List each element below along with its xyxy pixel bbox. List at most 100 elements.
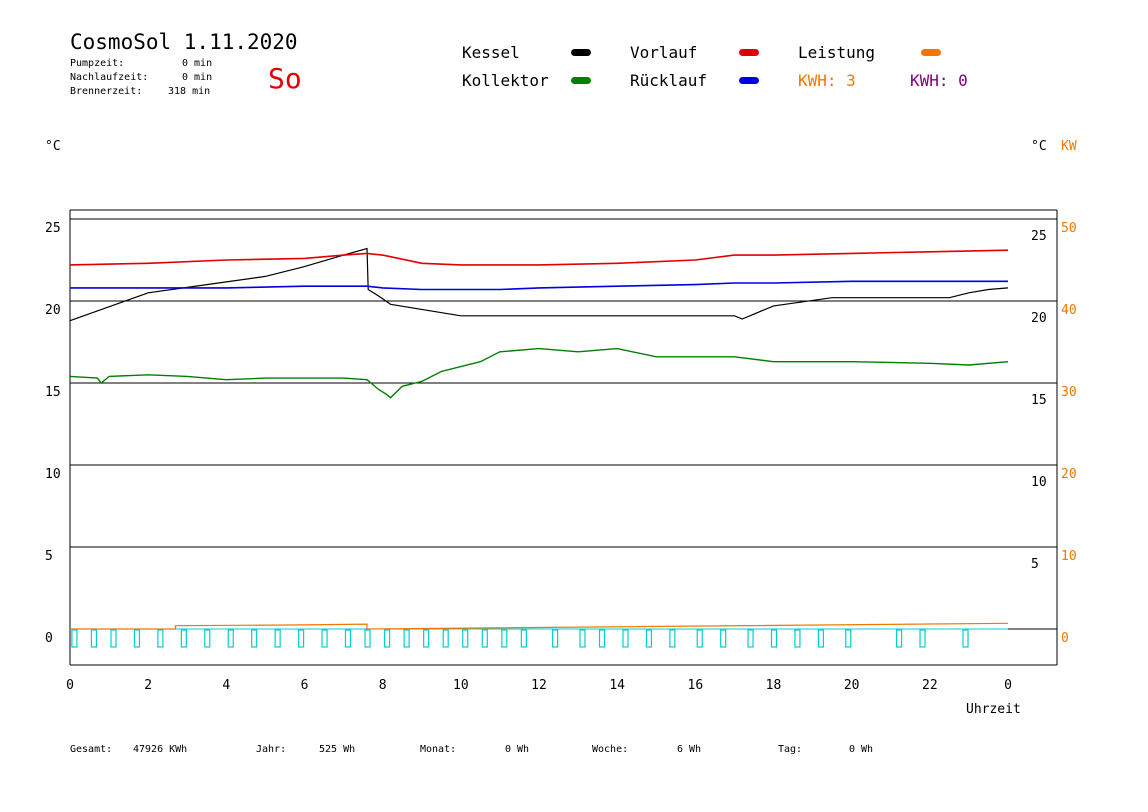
- pump-pulse: [383, 629, 391, 648]
- x-tick-label: 6: [301, 678, 309, 693]
- x-tick-label: 0: [66, 678, 74, 693]
- footer-jahr-label: Jahr:: [256, 744, 287, 755]
- y-kw-tick-label: 30: [1061, 385, 1077, 400]
- pump-pulse: [133, 629, 141, 648]
- pump-pulse: [110, 629, 117, 648]
- footer-monat-label: Monat:: [420, 744, 457, 755]
- pump-pulse: [552, 629, 559, 648]
- pump-pulse: [364, 629, 371, 648]
- footer-tag-label: Tag:: [778, 744, 803, 755]
- x-tick-label: 10: [453, 678, 469, 693]
- legend-vorlauf-swatch: [739, 49, 759, 56]
- y-kw-tick-label: 10: [1061, 549, 1077, 564]
- footer-tag-value: 0 Wh: [849, 744, 874, 755]
- legend-kessel-swatch: [571, 49, 591, 56]
- legend-vorlauf: Vorlauf: [630, 43, 698, 62]
- pumpzeit-label: Pumpzeit:: [70, 58, 125, 69]
- y-left-tick-label: 20: [45, 303, 61, 318]
- brenner-label: Brennerzeit:: [70, 86, 143, 97]
- pump-pulse: [501, 629, 508, 648]
- brenner-value: 318 min: [168, 86, 211, 97]
- pump-pulse: [321, 629, 328, 648]
- legend-ruecklauf: Rücklauf: [630, 71, 708, 90]
- pump-pulse: [403, 629, 410, 648]
- y-left-tick-label: 15: [45, 385, 61, 400]
- y-left-tick-label: 10: [45, 467, 61, 482]
- y-kw-tick-label: 0: [1061, 631, 1069, 646]
- pump-pulse: [770, 629, 778, 648]
- footer-woche-label: Woche:: [592, 744, 629, 755]
- legend-kessel: Kessel: [462, 43, 520, 62]
- pump-pulse: [297, 629, 305, 648]
- x-tick-label: 14: [609, 678, 625, 693]
- series-kessel-line: [69, 247, 1009, 322]
- pump-pulse: [919, 629, 926, 648]
- y-right-tick-label: 5: [1031, 557, 1039, 572]
- pumpzeit-value: 0 min: [182, 58, 213, 69]
- pump-pulse: [423, 629, 430, 648]
- pump-pulse: [344, 629, 352, 648]
- x-tick-label: 2: [144, 678, 152, 693]
- pump-pulse: [251, 629, 258, 648]
- pump-pulse: [598, 629, 606, 648]
- pump-pulse: [895, 629, 903, 648]
- left-axis-unit: °C: [45, 139, 61, 154]
- pump-pulse: [90, 629, 98, 648]
- footer-woche-value: 6 Wh: [677, 744, 702, 755]
- x-tick-label: 22: [922, 678, 938, 693]
- x-tick-label: 18: [766, 678, 782, 693]
- series-ruecklauf-line: [70, 280, 1008, 291]
- chart-title: CosmoSol 1.11.2020: [70, 30, 298, 54]
- nachlauf-label: Nachlaufzeit:: [70, 72, 149, 83]
- y-right-tick-label: 10: [1031, 475, 1047, 490]
- pump-pulse: [669, 629, 676, 648]
- y-left-tick-label: 5: [45, 549, 53, 564]
- footer-jahr-value: 525 Wh: [319, 744, 356, 755]
- weekday-label: So: [268, 62, 302, 95]
- x-tick-label: 8: [379, 678, 387, 693]
- y-kw-tick-label: 50: [1061, 221, 1077, 236]
- legend-ruecklauf-swatch: [739, 77, 759, 84]
- pump-pulse: [204, 629, 211, 648]
- y-kw-tick-label: 40: [1061, 303, 1077, 318]
- x-tick-label: 4: [222, 678, 230, 693]
- pump-pulse: [157, 629, 164, 648]
- pump-pulse: [227, 629, 234, 648]
- footer-gesamt-label: Gesamt:: [70, 744, 113, 755]
- nachlauf-value: 0 min: [182, 72, 213, 83]
- pump-pulse: [845, 629, 852, 648]
- x-tick-label: 16: [688, 678, 704, 693]
- pump-pulse: [520, 629, 527, 648]
- pump-pulse: [645, 629, 653, 648]
- pump-pulse: [579, 629, 586, 648]
- pump-pulse: [794, 629, 801, 648]
- y-right-tick-label: 25: [1031, 229, 1047, 244]
- x-tick-label: 20: [844, 678, 860, 693]
- pump-pulse: [274, 629, 281, 648]
- pump-pulse: [481, 629, 488, 648]
- y-right-tick-label: 20: [1031, 311, 1047, 326]
- series-kollektor-line: [69, 347, 1009, 399]
- pump-pulse: [462, 629, 469, 648]
- pump-pulse: [622, 629, 629, 648]
- pump-pulse: [817, 629, 825, 648]
- x-axis-label: Uhrzeit: [966, 702, 1021, 717]
- pump-pulse: [442, 629, 449, 648]
- legend-leistung: Leistung: [798, 43, 876, 62]
- pump-pulse: [71, 629, 78, 648]
- legend-kollektor-swatch: [571, 77, 591, 84]
- pump-pulse: [696, 629, 703, 648]
- y-left-tick-label: 25: [45, 221, 61, 236]
- footer-gesamt-value: 47926 KWh: [133, 744, 188, 755]
- kw-axis-unit: KW: [1061, 139, 1077, 154]
- pump-pulse: [962, 629, 969, 648]
- legend-kwh-2: KWH: 0: [910, 71, 968, 90]
- legend-kollektor: Kollektor: [462, 71, 549, 90]
- pump-pulse: [747, 629, 754, 648]
- x-tick-label: 0: [1004, 678, 1012, 693]
- series-vorlauf-line: [69, 249, 1009, 266]
- pump-pulse: [720, 629, 727, 648]
- y-left-tick-label: 0: [45, 631, 53, 646]
- y-kw-tick-label: 20: [1061, 467, 1077, 482]
